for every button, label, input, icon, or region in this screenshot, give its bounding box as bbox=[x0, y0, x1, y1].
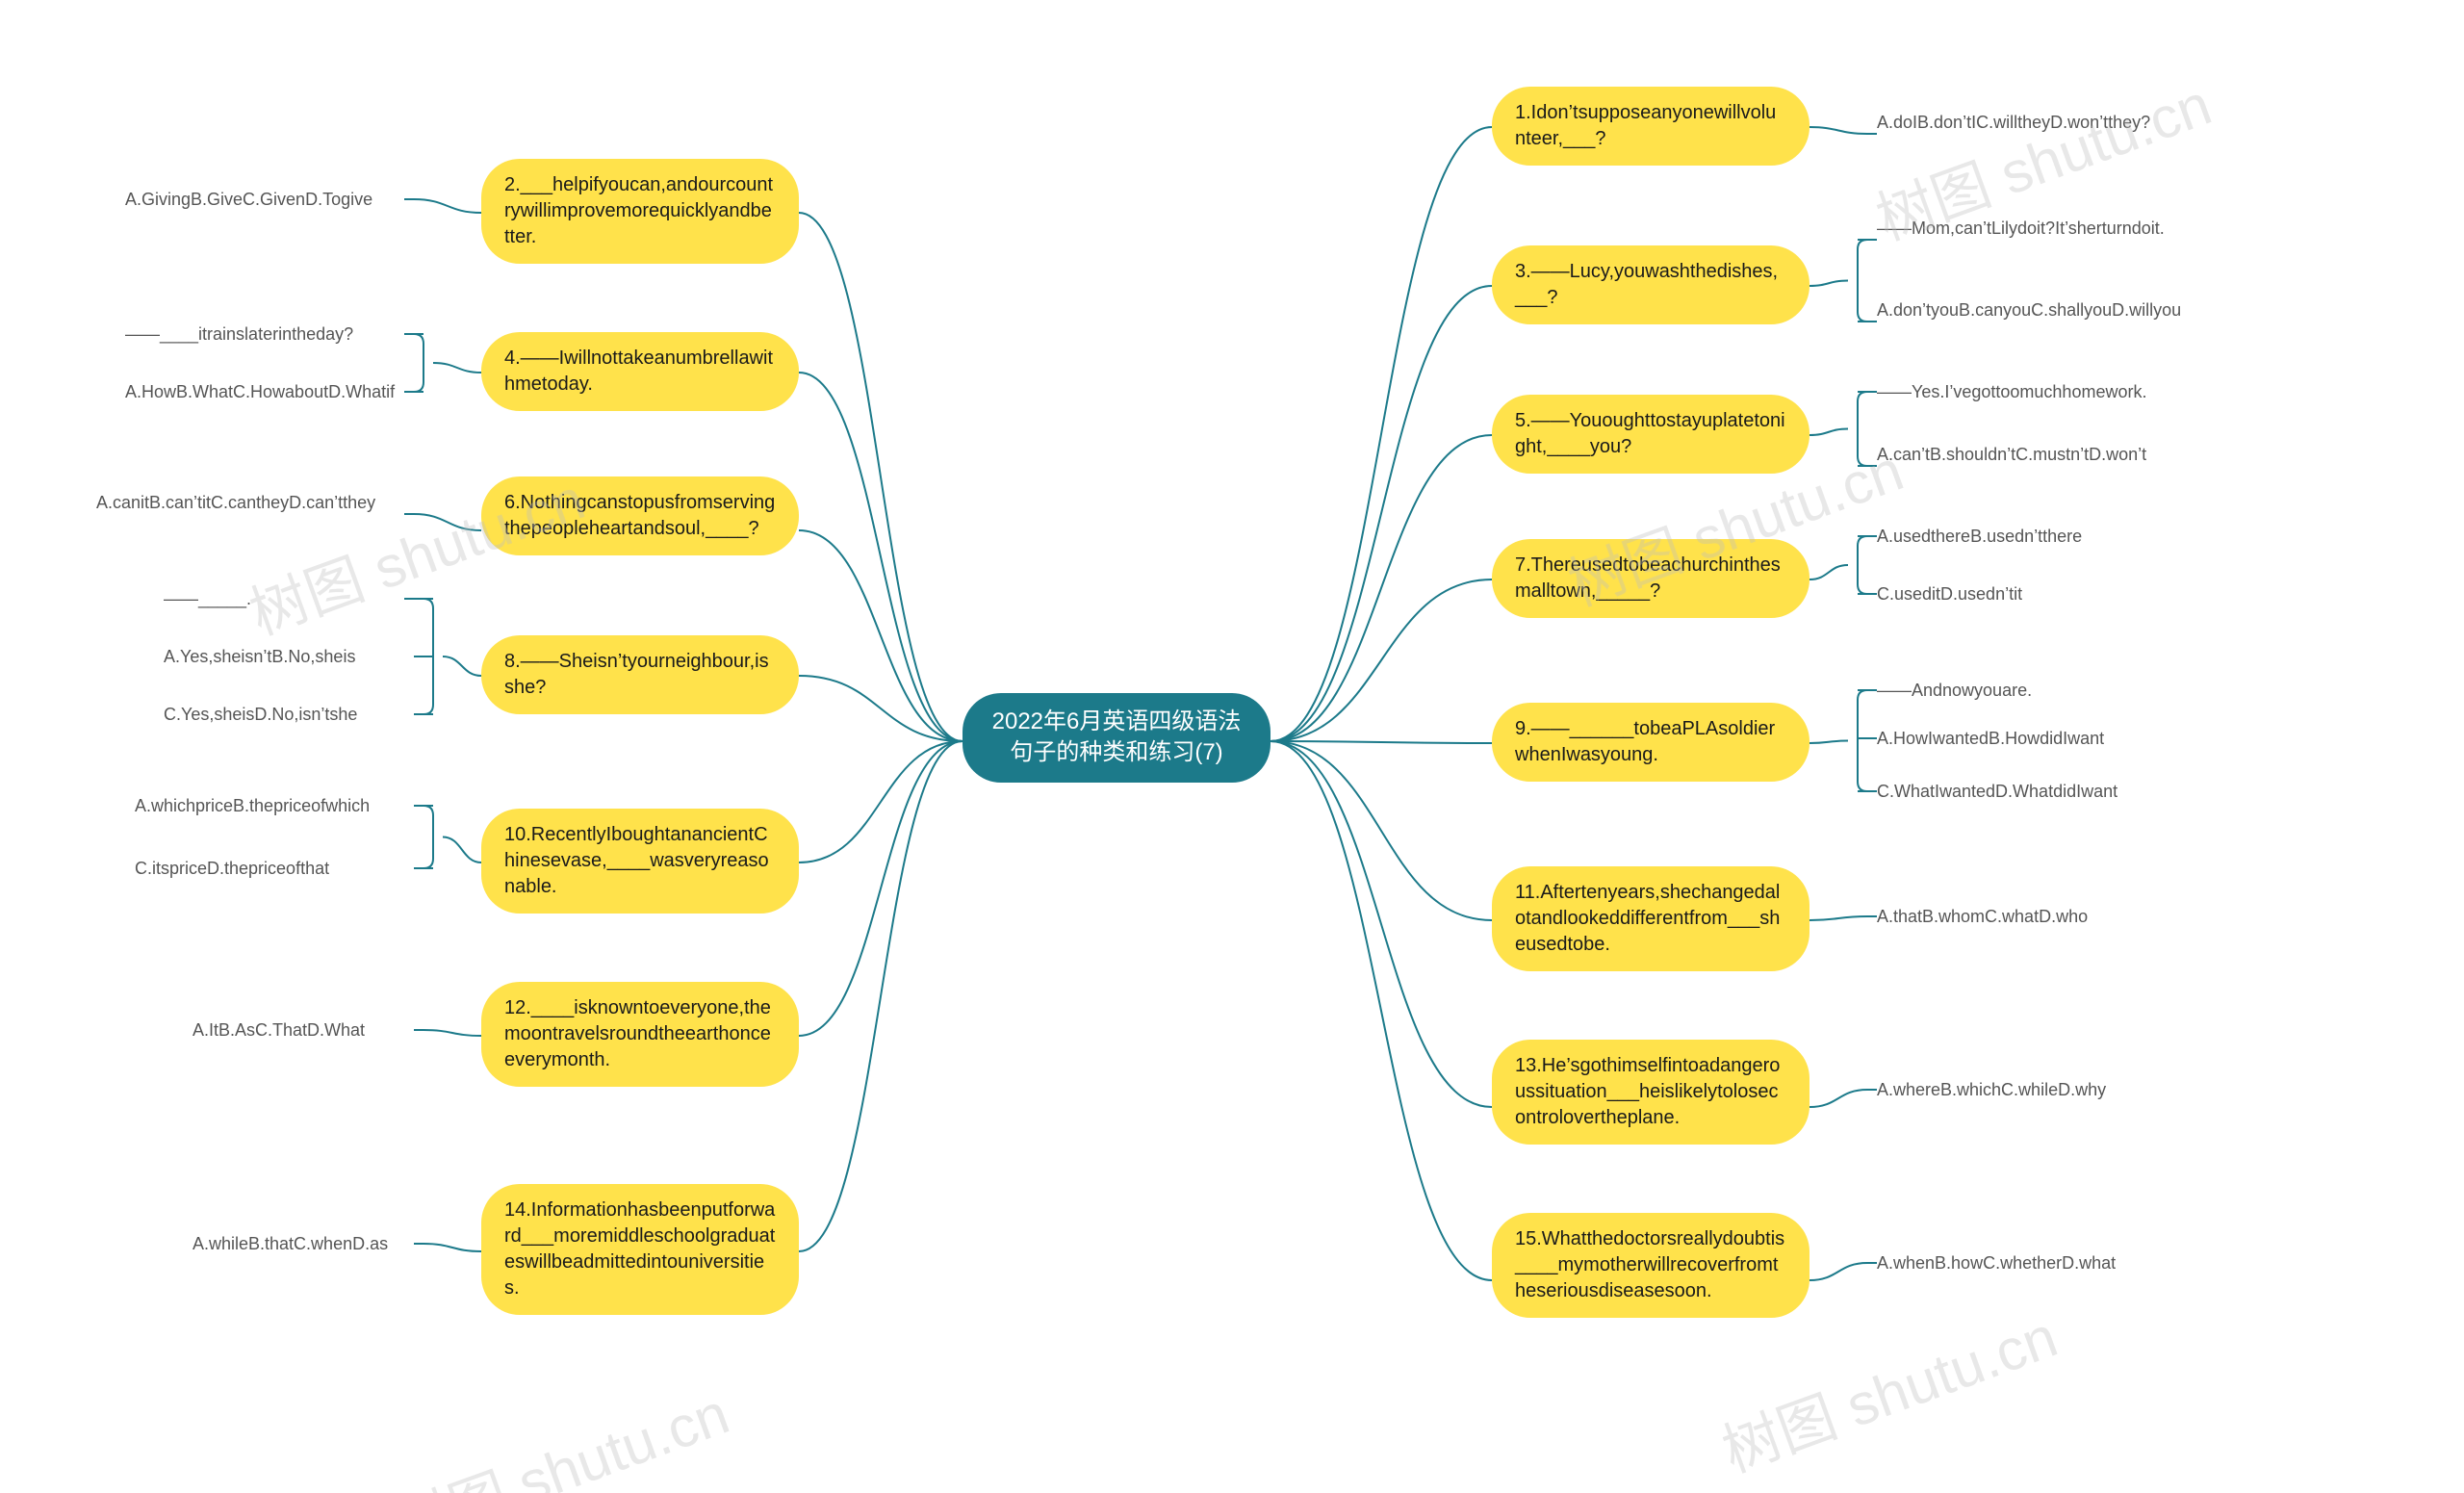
leaf-q10-1: C.itspriceD.thepriceofthat bbox=[135, 857, 414, 880]
leaf-q11-0: A.thatB.whomC.whatD.who bbox=[1877, 905, 2175, 928]
watermark: 树图 shutu.cn bbox=[1709, 1290, 2066, 1488]
leaf-q15-0: A.whenB.howC.whetherD.what bbox=[1877, 1251, 2175, 1274]
leaf-q2-0: A.GivingB.GiveC.GivenD.Togive bbox=[125, 188, 404, 211]
branch-q1: 1.Idon’tsupposeanyonewillvolunteer,___? bbox=[1492, 87, 1810, 166]
leaf-q14-0: A.whileB.thatC.whenD.as bbox=[192, 1232, 414, 1255]
leaf-q5-0: ——Yes.I’vegottoomuchhomework. bbox=[1877, 380, 2204, 403]
leaf-q10-0: A.whichpriceB.thepriceofwhich bbox=[135, 794, 414, 817]
branch-q10: 10.RecentlyIboughtanancientChinesevase,_… bbox=[481, 809, 799, 914]
leaf-q8-1: A.Yes,sheisn’tB.No,sheis bbox=[164, 645, 414, 668]
branch-q9: 9.——______tobeaPLAsoldierwhenIwasyoung. bbox=[1492, 703, 1810, 782]
branch-q5: 5.——Yououghttostayuplatetonight,____you? bbox=[1492, 395, 1810, 474]
branch-q4: 4.——Iwillnottakeanumbrellawithmetoday. bbox=[481, 332, 799, 411]
leaf-q1-0: A.doIB.don’tIC.willtheyD.won’tthey? bbox=[1877, 111, 2185, 134]
leaf-q4-0: ——____itrainslaterintheday? bbox=[125, 322, 404, 346]
leaf-q5-1: A.can’tB.shouldn’tC.mustn’tD.won’t bbox=[1877, 443, 2204, 466]
branch-q6: 6.Nothingcanstopusfromservingthepeoplehe… bbox=[481, 476, 799, 555]
center-topic: 2022年6月英语四级语法句子的种类和练习(7) bbox=[962, 693, 1270, 783]
leaf-q3-0: ——Mom,can’tLilydoit?It’sherturndoit. bbox=[1877, 217, 2204, 240]
leaf-q4-1: A.HowB.WhatC.HowaboutD.Whatif bbox=[125, 380, 404, 403]
leaf-q9-2: C.WhatIwantedD.WhatdidIwant bbox=[1877, 780, 2175, 803]
watermark: 树图 shutu.cn bbox=[381, 1367, 738, 1493]
branch-q8: 8.——Sheisn’tyourneighbour,isshe? bbox=[481, 635, 799, 714]
branch-q14: 14.Informationhasbeenputforward___moremi… bbox=[481, 1184, 799, 1315]
branch-q11: 11.Aftertenyears,shechangedalotandlooked… bbox=[1492, 866, 1810, 971]
leaf-q13-0: A.whereB.whichC.whileD.why bbox=[1877, 1078, 2175, 1101]
leaf-q3-1: A.don’tyouB.canyouC.shallyouD.willyou bbox=[1877, 298, 2204, 322]
branch-q15: 15.Whatthedoctorsreallydoubtis____mymoth… bbox=[1492, 1213, 1810, 1318]
leaf-q6-0: A.canitB.can’titC.cantheyD.can’tthey bbox=[96, 491, 404, 514]
branch-q12: 12.____isknowntoeveryone,themoontravelsr… bbox=[481, 982, 799, 1087]
leaf-q7-1: C.useditD.usedn’tit bbox=[1877, 582, 2175, 605]
leaf-q8-2: C.Yes,sheisD.No,isn’tshe bbox=[164, 703, 414, 726]
leaf-q12-0: A.ItB.AsC.ThatD.What bbox=[192, 1018, 414, 1042]
leaf-q8-0: ——_____. bbox=[164, 587, 404, 610]
branch-q2: 2.___helpifyoucan,andourcountrywillimpro… bbox=[481, 159, 799, 264]
leaf-q9-1: A.HowIwantedB.HowdidIwant bbox=[1877, 727, 2175, 750]
branch-q7: 7.Thereusedtobeachurchinthesmalltown,___… bbox=[1492, 539, 1810, 618]
leaf-q9-0: ——Andnowyouare. bbox=[1877, 679, 2175, 702]
branch-q3: 3.——Lucy,youwashthedishes,___? bbox=[1492, 245, 1810, 324]
branch-q13: 13.He’sgothimselfintoadangeroussituation… bbox=[1492, 1040, 1810, 1145]
leaf-q7-0: A.usedthereB.usedn’tthere bbox=[1877, 525, 2175, 548]
